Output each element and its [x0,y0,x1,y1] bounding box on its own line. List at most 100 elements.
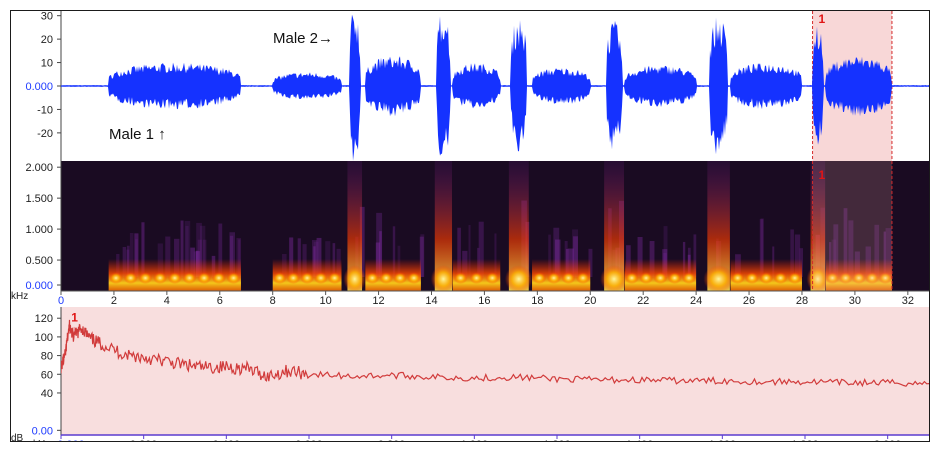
spectrogram-hotspot [379,272,394,284]
spectrum-x-tick-label: 1.200 [543,439,571,441]
spectrogram-hotspot [138,272,153,284]
spectrogram-burst [810,161,826,291]
spectrogram-haze [196,222,202,277]
spectrogram-hotspot [653,272,668,284]
time-tick-label: 12 [372,295,384,307]
time-tick-label: 28 [796,295,808,307]
spectrogram-haze [874,224,880,277]
spectrogram-selection-region[interactable] [812,161,892,291]
time-tick-label: 14 [425,295,437,307]
spectrogram-haze [202,239,207,277]
spectrogram-haze [555,239,561,277]
spectrogram-haze [885,228,892,277]
spectrogram-burst [434,161,453,291]
spectrogram-hotspot [343,265,367,291]
spectrogram-haze [359,206,365,277]
spectrogram-hotspot [703,265,734,291]
spectrogram-hotspot [167,272,182,284]
spectrogram-panel: 1 2.000 1.500 1.000 0.500 0.000 kHz [11,161,929,302]
spectrogram-hotspot [878,272,893,284]
time-tick-label: 4 [164,295,170,307]
spectrogram-haze [229,232,236,277]
spectrum-x-tick-label: 0.000 [57,439,85,441]
spectrogram-haze [573,236,578,277]
spectrum-y-unit: dB [11,433,24,441]
spectrogram-haze [548,234,551,277]
time-tick-label: 24 [690,295,702,307]
spectrogram-hotspot [787,272,802,284]
spectrogram-haze [553,227,560,277]
spectrogram-hotspot [485,272,500,284]
waveform-trace [61,14,929,161]
time-tick-label: 32 [902,295,914,307]
spectrogram-hotspot [744,272,759,284]
spectrogram-haze [134,233,139,277]
spectrogram-hotspot [504,265,533,291]
time-tick-label: 8 [270,295,276,307]
spectrum-y-tick-label: 80 [41,351,53,363]
spectrogram-hotspot [453,272,468,284]
spectrum-x-tick-label: 0.600 [295,439,323,441]
display-frame: 1 30 20 10 0.000 -10 -20 Male 2→ Male 1 ↑ 1 2… [10,10,930,449]
spectrogram-burst [604,161,625,291]
spectrogram-haze [831,239,837,277]
spectrogram-haze [759,219,764,277]
waveform-tick-label: 30 [41,11,53,23]
spectrogram-hotspot [226,272,241,284]
spectrum-x-unit: kHz [33,439,50,441]
spectrum-series-label: 1 [71,311,78,325]
time-tick-label: 2 [111,295,117,307]
spectrogram-haze [588,248,593,277]
spectrogram-haze [794,234,801,277]
time-tick-label: 16 [478,295,490,307]
spectrogram-hotspot [838,272,853,284]
spectrum-background [61,307,929,435]
spectrogram-haze [457,227,461,277]
spectrogram-haze [572,229,579,277]
spectrogram-tick-label: 1.000 [25,224,53,236]
spectrogram-hotspot [430,265,457,291]
spectrogram-burst [707,161,730,291]
spectrogram-haze [141,222,145,277]
male-1-annotation: Male 1 ↑ [109,126,166,143]
spectrogram-haze [129,232,134,277]
spectrogram-haze [379,231,382,277]
spectrogram-haze [218,223,223,277]
spectrogram-hotspot [773,272,788,284]
spectrogram-hotspot [561,272,576,284]
spectrogram-haze [760,218,764,277]
male-2-annotation: Male 2→ [273,30,333,47]
spectrum-x-tick-label: 0.800 [378,439,406,441]
spectrogram-hotspot [393,272,408,284]
time-tick-label: 20 [584,295,596,307]
spectrogram-hotspot [730,272,745,284]
spectrogram-haze [376,212,383,277]
spectrogram-haze [564,240,568,277]
spectrogram-hotspot [108,272,123,284]
spectrum-y-tick-label: 100 [35,332,53,344]
spectrogram-haze [663,226,668,277]
spectrogram-hotspot [469,272,484,284]
time-axis: 0 2 4 6 8 10 12 14 16 18 20 22 24 26 28 30 32 [58,290,929,307]
spectrogram-unit-label: kHz [11,291,28,302]
spectrogram-hotspot [532,272,547,284]
spectrogram-tick-label: 0.000 [25,280,53,292]
time-tick-label: 26 [743,295,755,307]
spectrum-y-tick-label: 60 [41,369,53,381]
spectrogram-haze [184,221,191,277]
spectrogram-hotspot [197,272,212,284]
spectrogram-hotspot [327,272,342,284]
spectrogram-haze [197,239,202,277]
waveform-tick-label: 20 [41,34,53,46]
spectrogram-hotspot [639,272,654,284]
spectrum-x-tick-label: 1.000 [461,439,489,441]
spectrogram-hotspot [681,272,696,284]
spectrogram-hotspot [624,272,639,284]
spectrum-x-tick-label: 0.200 [130,439,158,441]
spectrogram-haze [229,235,234,277]
spectrogram-tick-label: 1.500 [25,193,53,205]
spectrogram-hotspot [272,272,287,284]
waveform-tick-label: -10 [37,104,53,116]
spectrogram-hotspot [313,272,328,284]
